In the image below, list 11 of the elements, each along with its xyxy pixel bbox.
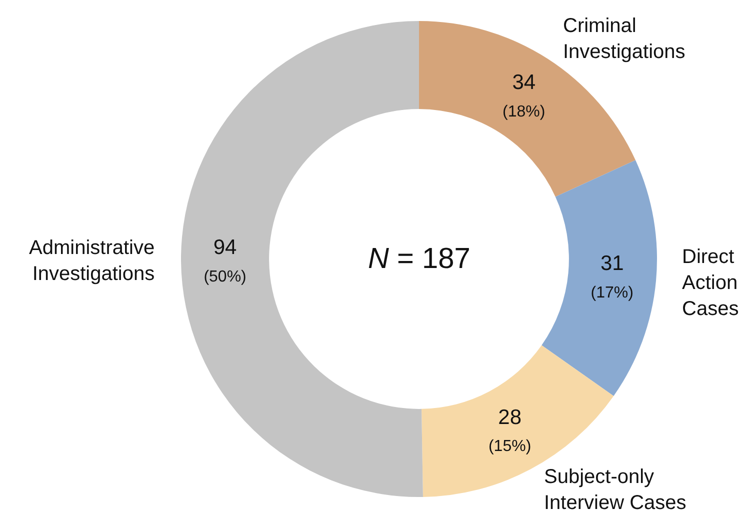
donut-slice [181, 21, 423, 497]
slice-label: Administrative Investigations [29, 237, 155, 285]
slice-label: Criminal Investigations [563, 15, 686, 63]
data-label: 34 (18%) [502, 71, 546, 120]
donut-slice [542, 160, 657, 396]
data-label: 94 (50%) [204, 236, 246, 286]
text: N = 187 [368, 243, 470, 275]
slice-label: Direct Action Cases [682, 246, 739, 320]
slice-label: Subject-only Interview Cases [544, 466, 686, 514]
data-label: 28 (15%) [488, 406, 532, 456]
data-label: 31 (17%) [590, 252, 634, 302]
